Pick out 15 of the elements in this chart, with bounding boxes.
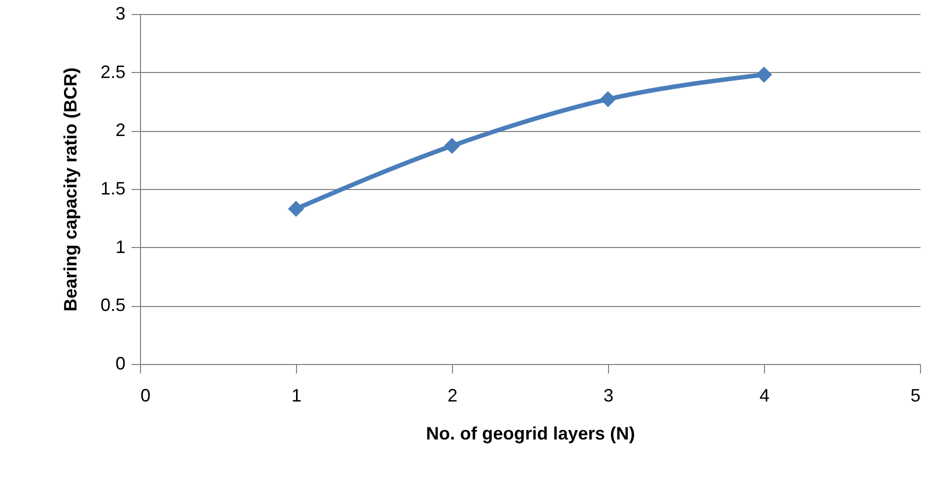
y-tick-label: 2 (115, 120, 126, 140)
y-tick-label: 2.5 (100, 62, 126, 82)
x-tick-label: 5 (910, 386, 920, 406)
x-tick-label: 3 (603, 386, 614, 406)
y-tick-label: 1.5 (100, 178, 126, 198)
x-tick-label: 2 (447, 386, 458, 406)
x-tick-label: 1 (291, 386, 302, 406)
x-tick-label: 0 (140, 386, 151, 406)
y-tick-label: 0 (115, 354, 126, 374)
y-tick-label: 0.5 (100, 295, 126, 316)
x-tick-label: 4 (759, 386, 770, 406)
y-tick-label: 3 (115, 4, 126, 24)
x-axis-title: No. of geogrid layers (N) (426, 424, 636, 444)
y-tick-label: 1 (115, 236, 126, 257)
y-axis-title: Bearing capacity ratio (BCR) (60, 67, 80, 312)
